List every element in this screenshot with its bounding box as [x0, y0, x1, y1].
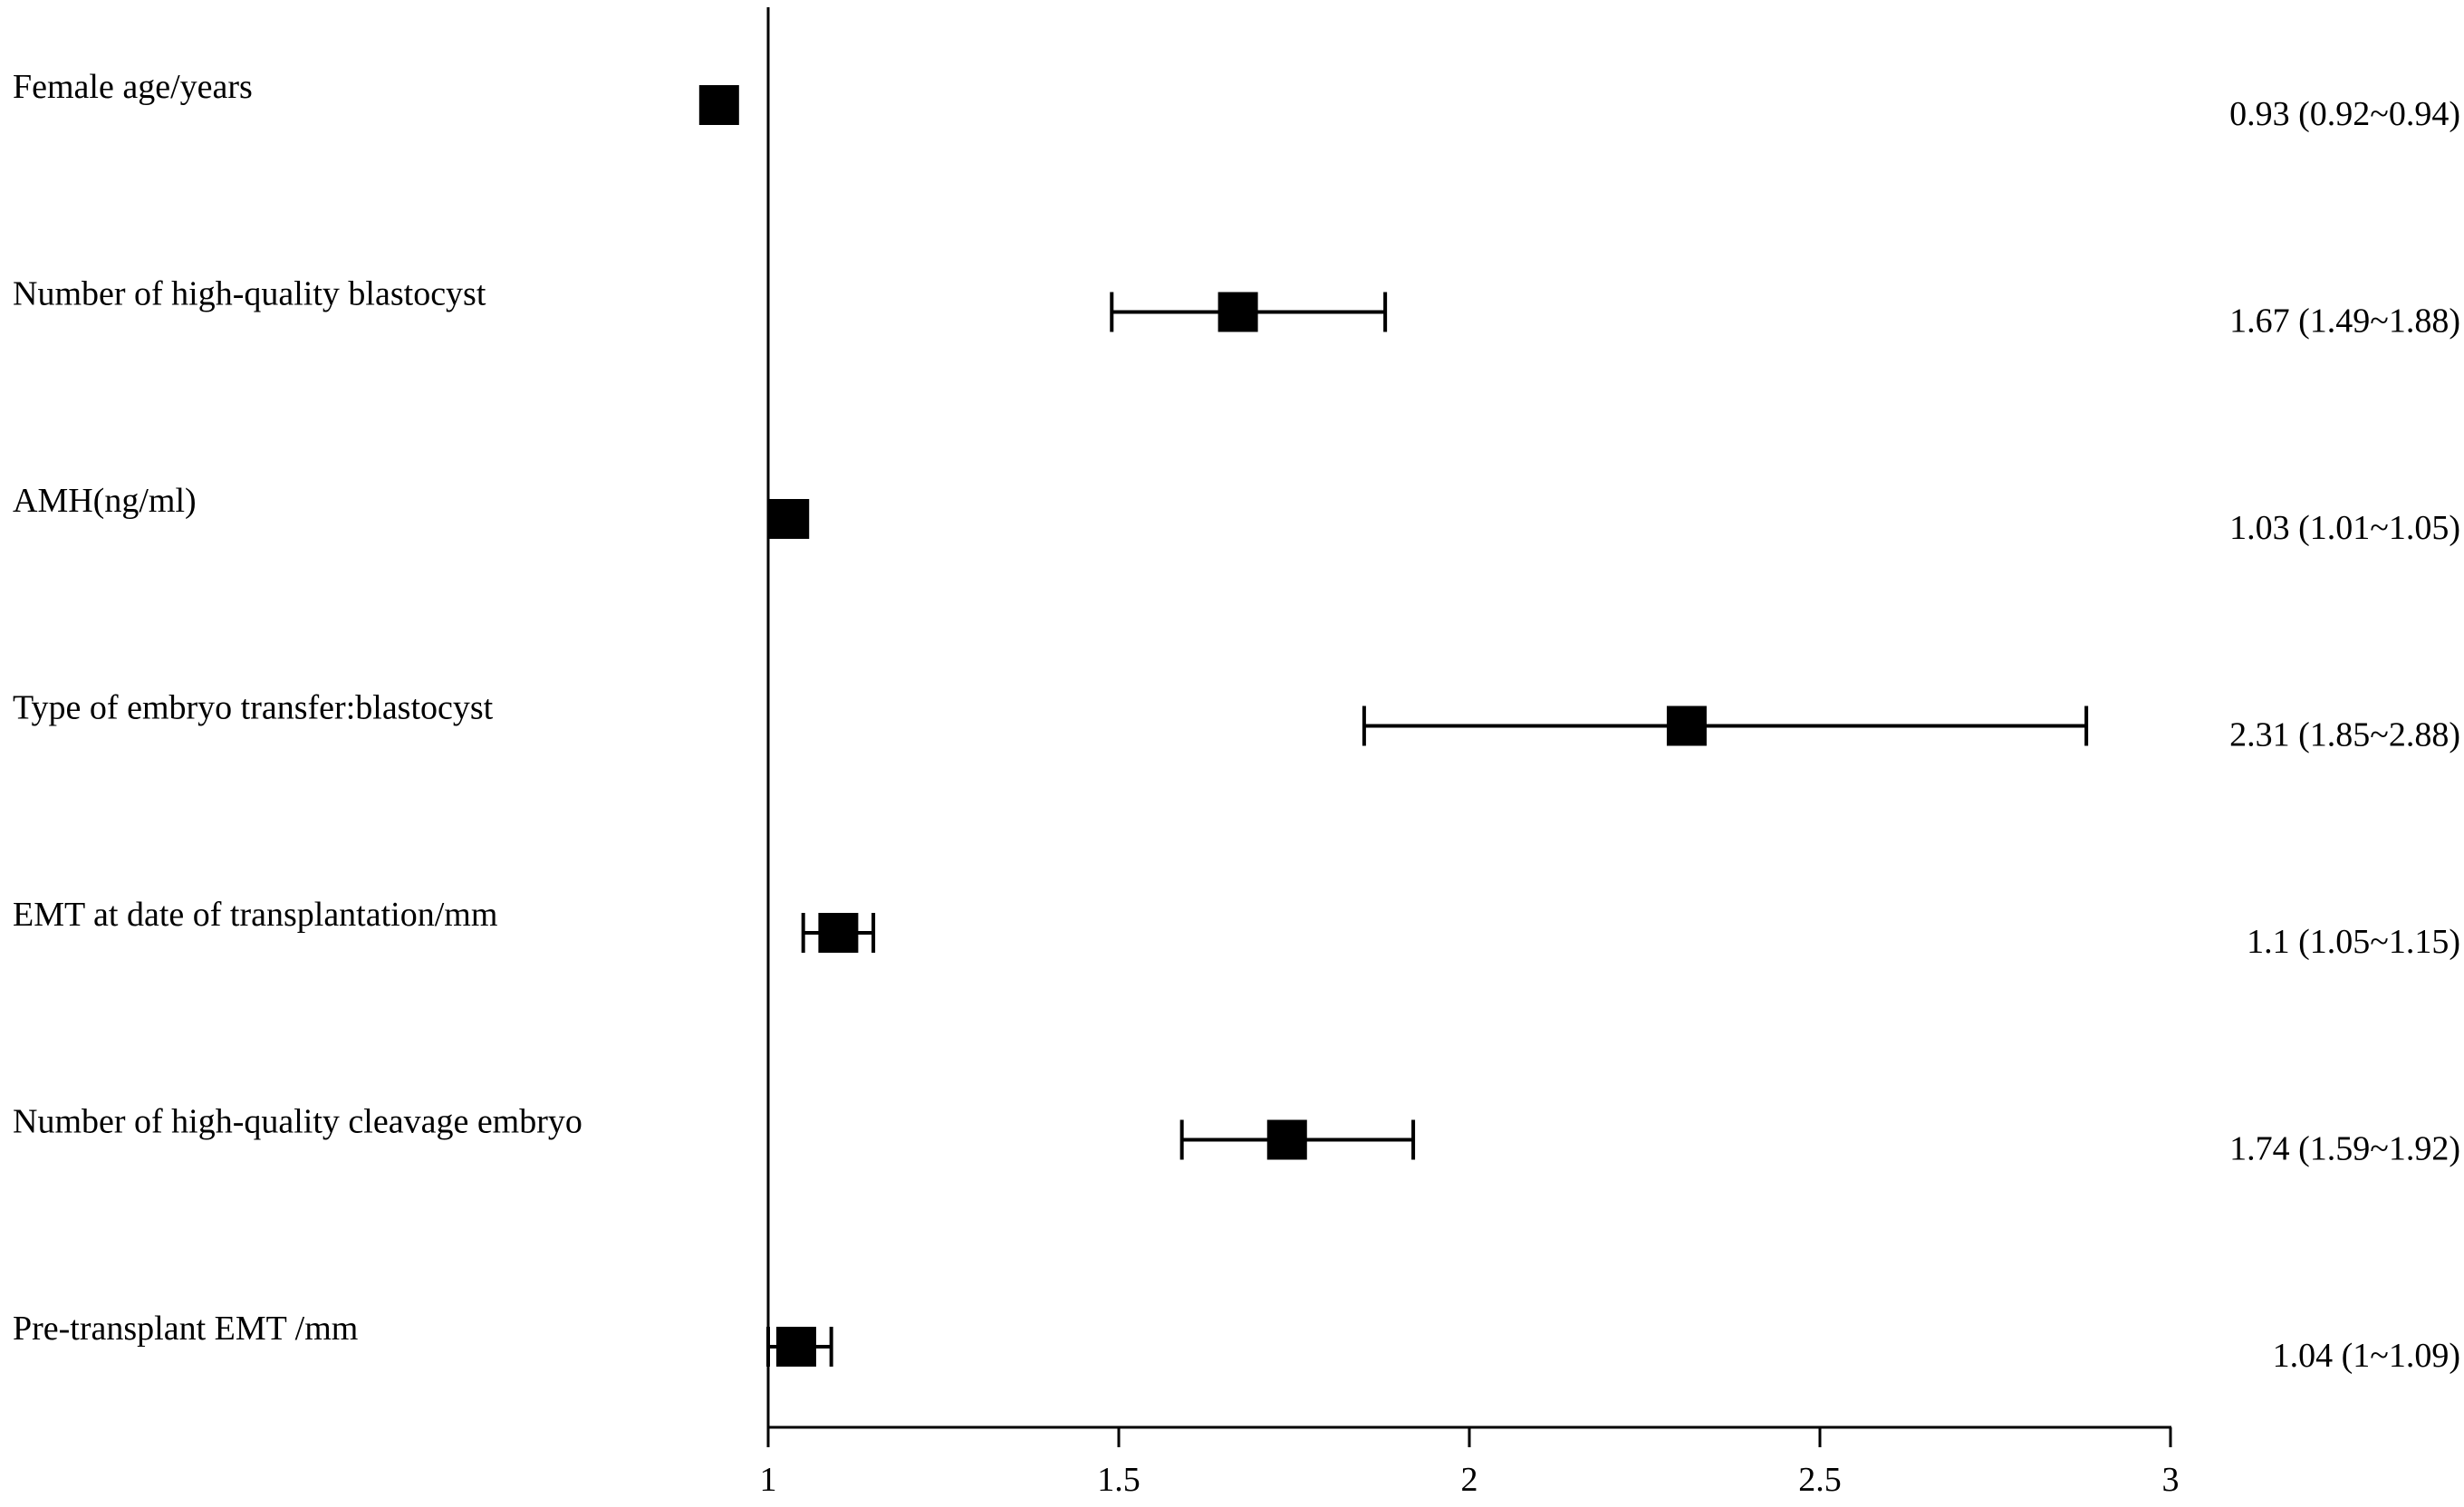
row-label: AMH(ng/ml) [13, 482, 197, 520]
x-tick-label: 2.5 [1798, 1461, 1842, 1499]
estimate-marker [1218, 292, 1258, 332]
forest-row: Female age/years 0.93 (0.92~0.94) [13, 68, 2460, 133]
forest-row: Pre-transplant EMT /mm 1.04 (1~1.09) [13, 1310, 2460, 1375]
estimate-marker [698, 85, 739, 125]
row-label: Pre-transplant EMT /mm [13, 1310, 358, 1348]
estimate-marker [818, 913, 859, 953]
x-tick-label: 2 [1461, 1461, 1478, 1499]
row-estimate-text: 1.04 (1~1.09) [2273, 1337, 2460, 1375]
row-estimate-text: 1.74 (1.59~1.92) [2229, 1130, 2460, 1168]
row-label: Female age/years [13, 68, 253, 106]
forest-row: AMH(ng/ml) 1.03 (1.01~1.05) [13, 482, 2460, 547]
row-estimate-text: 1.67 (1.49~1.88) [2229, 302, 2460, 341]
axis-layer: 1 1.5 2 2.5 3 [760, 7, 2180, 1499]
estimate-marker [1666, 706, 1707, 746]
row-label: Number of high-quality blastocyst [13, 275, 486, 313]
row-estimate-text: 2.31 (1.85~2.88) [2229, 716, 2460, 754]
x-tick-label: 1 [760, 1461, 777, 1499]
estimate-marker [775, 1327, 816, 1367]
forest-row: Type of embryo transfer:blastocyst 2.31 (… [13, 689, 2460, 754]
forest-row: Number of high-quality blastocyst 1.67 (1… [13, 275, 2460, 341]
row-label: Type of embryo transfer:blastocyst [13, 689, 494, 727]
rows-layer: Female age/years 0.93 (0.92~0.94) Number o… [13, 68, 2460, 1375]
forest-row: EMT at date of transplantation/mm 1.1 (1.… [13, 896, 2460, 961]
row-estimate-text: 1.1 (1.05~1.15) [2247, 923, 2460, 961]
x-tick-label: 3 [2162, 1461, 2180, 1499]
row-estimate-text: 1.03 (1.01~1.05) [2229, 509, 2460, 547]
row-label: Number of high-quality cleavage embryo [13, 1103, 582, 1141]
estimate-marker [1266, 1119, 1307, 1160]
forest-row: Number of high-quality cleavage embryo 1.… [13, 1103, 2460, 1168]
row-estimate-text: 0.93 (0.92~0.94) [2229, 95, 2460, 133]
x-tick-label: 1.5 [1097, 1461, 1141, 1499]
estimate-marker [769, 499, 810, 539]
row-label: EMT at date of transplantation/mm [13, 896, 497, 934]
